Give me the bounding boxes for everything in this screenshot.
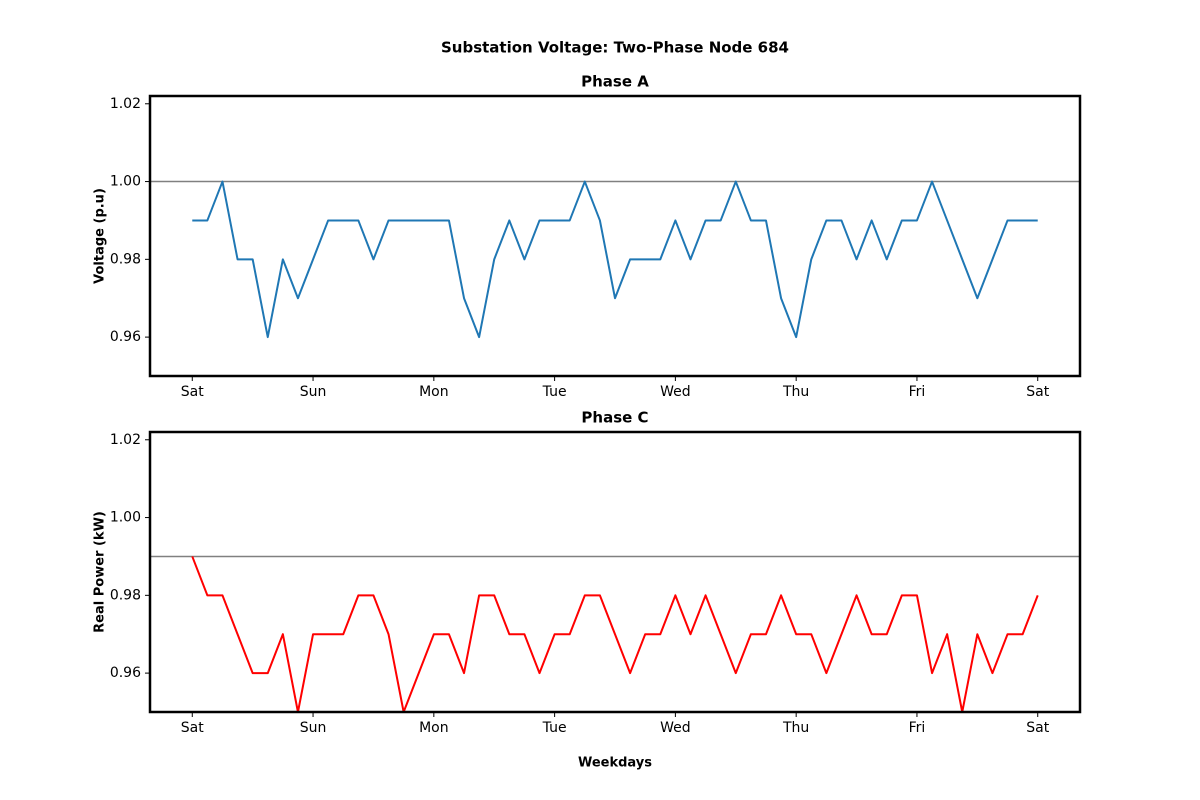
y-tick-label: 1.00 (110, 510, 141, 526)
subplot-title: Phase A (581, 73, 649, 91)
y-tick-label: 0.98 (110, 251, 141, 267)
x-tick-label: Fri (909, 384, 926, 400)
x-tick-label: Sat (181, 384, 204, 400)
y-tick-label: 1.02 (110, 96, 141, 112)
x-tick-label: Fri (909, 720, 926, 736)
x-tick-label: Sun (300, 384, 327, 400)
x-tick-label: Tue (542, 720, 567, 736)
y-tick-label: 0.98 (110, 587, 141, 603)
x-tick-label: Sat (181, 720, 204, 736)
x-tick-label: Thu (782, 384, 809, 400)
y-tick-label: 0.96 (110, 329, 141, 345)
y-tick-label: 1.02 (110, 432, 141, 448)
x-axis-label: Weekdays (578, 756, 652, 771)
y-axis-label: Voltage (p.u) (93, 188, 108, 284)
subplot-title: Phase C (581, 409, 648, 427)
axes-frame (148, 94, 1082, 378)
axes-frame (148, 430, 1082, 714)
x-tick-label: Wed (660, 384, 691, 400)
y-axis-label: Real Power (kW) (93, 511, 108, 633)
y-tick-label: 1.00 (110, 174, 141, 190)
y-tick-label: 0.96 (110, 665, 141, 681)
x-tick-label: Sun (300, 720, 327, 736)
x-tick-label: Sat (1026, 720, 1049, 736)
figure-title: Substation Voltage: Two-Phase Node 684 (441, 39, 789, 57)
data-line (192, 180, 1038, 339)
x-tick-label: Sat (1026, 384, 1049, 400)
x-tick-label: Mon (419, 720, 449, 736)
x-tick-label: Thu (782, 720, 809, 736)
data-line (191, 556, 1039, 713)
x-tick-label: Mon (419, 384, 449, 400)
x-tick-label: Tue (542, 384, 567, 400)
x-tick-label: Wed (660, 720, 691, 736)
